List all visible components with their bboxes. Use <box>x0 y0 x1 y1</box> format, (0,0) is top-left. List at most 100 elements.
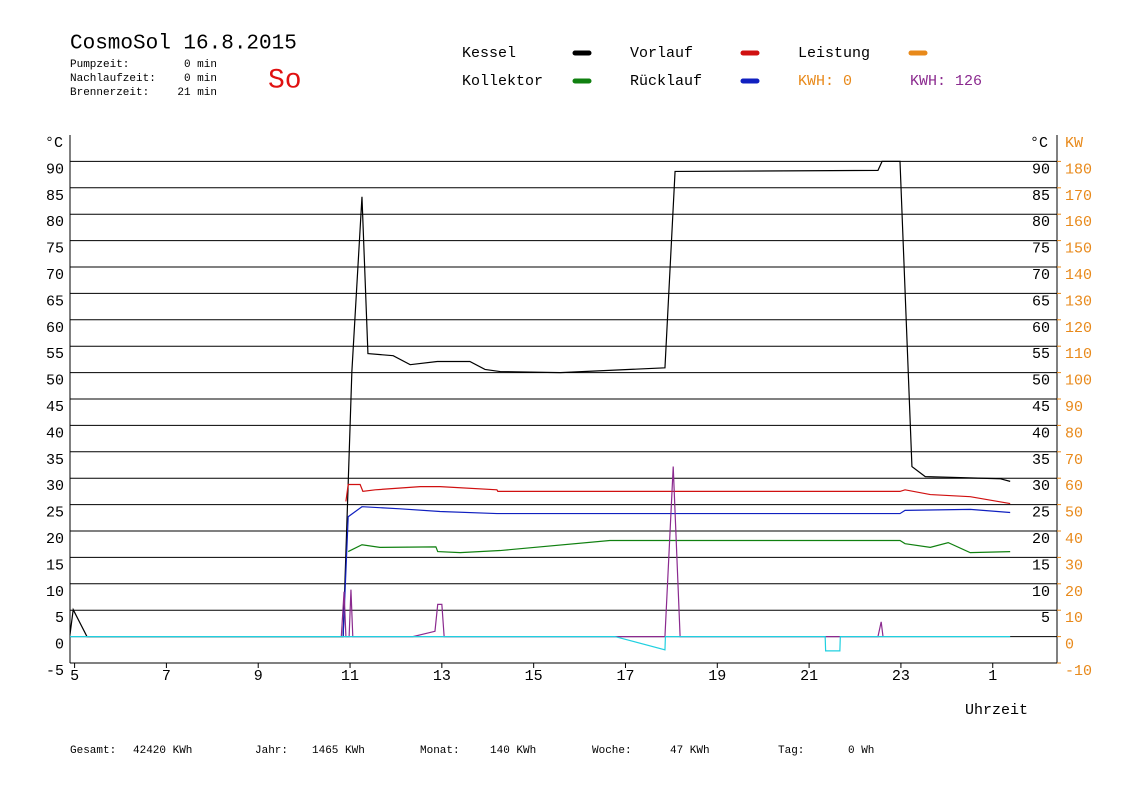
y-tick-label-right: 60 <box>1032 320 1050 337</box>
y-tick-label-right: 35 <box>1032 452 1050 469</box>
y-tick-label: 65 <box>46 293 64 310</box>
y-tick-label: 5 <box>55 610 64 627</box>
y-tick-label-right: 40 <box>1032 425 1050 442</box>
y-tick-label: 45 <box>46 399 64 416</box>
stat-label: Pumpzeit: <box>70 59 129 71</box>
y-tick-label: 90 <box>46 161 64 178</box>
kwh-label: KWH: 126 <box>910 73 982 90</box>
y-tick-label-right: 90 <box>1032 161 1050 178</box>
y-tick-label: 75 <box>46 241 64 258</box>
y2-tick-label: 30 <box>1065 557 1083 574</box>
x-tick-label: 5 <box>70 668 79 685</box>
y2-tick-label: 10 <box>1065 610 1083 627</box>
x-axis-label: Uhrzeit <box>965 702 1028 719</box>
y2-tick-label: 0 <box>1065 637 1074 654</box>
y2-tick-label: 50 <box>1065 505 1083 522</box>
footer-value: 42420 KWh <box>133 745 192 757</box>
y-tick-label: 85 <box>46 188 64 205</box>
y-tick-label-right: 25 <box>1032 505 1050 522</box>
series-line <box>69 160 1011 638</box>
x-tick-label: 17 <box>616 668 634 685</box>
series-line <box>70 636 1011 652</box>
y-tick-label-right: 85 <box>1032 188 1050 205</box>
legend-label: Kessel <box>462 45 516 62</box>
y2-tick-label: 110 <box>1065 346 1092 363</box>
y-tick-label: 20 <box>46 531 64 548</box>
y2-tick-label: 130 <box>1065 293 1092 310</box>
x-tick-label: 1 <box>988 668 997 685</box>
y2-tick-label: 170 <box>1065 188 1092 205</box>
y2-tick-label: 180 <box>1065 161 1092 178</box>
y-tick-label-right: 70 <box>1032 267 1050 284</box>
y2-tick-label: 70 <box>1065 452 1083 469</box>
y-tick-label: 25 <box>46 505 64 522</box>
kwh-label: KWH: 0 <box>798 73 852 90</box>
x-tick-label: 7 <box>162 668 171 685</box>
y2-axis-label: KW <box>1065 135 1083 152</box>
y-tick-label-right: 75 <box>1032 241 1050 258</box>
footer-label: Woche: <box>592 745 632 757</box>
y2-tick-label: 60 <box>1065 478 1083 495</box>
y-tick-label: 80 <box>46 214 64 231</box>
footer-label: Monat: <box>420 745 460 757</box>
y-axis-label-right: °C <box>1030 135 1048 152</box>
y-tick-label: 0 <box>55 637 64 654</box>
y2-tick-label: 140 <box>1065 267 1092 284</box>
stat-label: Brennerzeit: <box>70 87 149 99</box>
footer-value: 0 Wh <box>848 745 874 757</box>
legend-label: Kollektor <box>462 73 543 90</box>
series-line <box>347 539 1011 554</box>
y-tick-label: 40 <box>46 425 64 442</box>
day: So <box>268 65 302 96</box>
y-tick-label-right: 55 <box>1032 346 1050 363</box>
y-tick-label: 10 <box>46 584 64 601</box>
y-tick-label: 55 <box>46 346 64 363</box>
y-tick-label-right: 15 <box>1032 557 1050 574</box>
y2-tick-label: 100 <box>1065 373 1092 390</box>
legend-label: Rücklauf <box>630 73 702 90</box>
x-tick-label: 11 <box>341 668 359 685</box>
y-tick-label: 35 <box>46 452 64 469</box>
footer-label: Gesamt: <box>70 745 116 757</box>
chart-title: CosmoSol 16.8.2015 <box>70 33 297 56</box>
y-tick-label-right: 30 <box>1032 478 1050 495</box>
stat-value: 0 min <box>184 59 217 71</box>
y-tick-label: 70 <box>46 267 64 284</box>
y-tick-label-right: 5 <box>1041 610 1050 627</box>
series-line <box>345 483 1011 505</box>
y-tick-label-right: 45 <box>1032 399 1050 416</box>
stat-value: 21 min <box>177 87 217 99</box>
x-tick-label: 19 <box>708 668 726 685</box>
x-tick-label: 9 <box>254 668 263 685</box>
y-tick-label: 15 <box>46 557 64 574</box>
stat-label: Nachlaufzeit: <box>70 73 156 85</box>
footer-value: 47 KWh <box>670 745 710 757</box>
y2-tick-label: 160 <box>1065 214 1092 231</box>
y-tick-label-right: 65 <box>1032 293 1050 310</box>
y2-tick-label: 120 <box>1065 320 1092 337</box>
x-tick-label: 15 <box>525 668 543 685</box>
footer-value: 140 KWh <box>490 745 536 757</box>
stat-value: 0 min <box>184 73 217 85</box>
footer-value: 1465 KWh <box>312 745 365 757</box>
y2-tick-label: 20 <box>1065 584 1083 601</box>
footer-label: Tag: <box>778 745 804 757</box>
y2-tick-label: 80 <box>1065 425 1083 442</box>
legend-label: Vorlauf <box>630 45 693 62</box>
y-tick-label: 50 <box>46 373 64 390</box>
y-tick-label-right: 20 <box>1032 531 1050 548</box>
x-tick-label: 21 <box>800 668 818 685</box>
y2-tick-label: 150 <box>1065 241 1092 258</box>
y-tick-label-right: 80 <box>1032 214 1050 231</box>
footer-label: Jahr: <box>255 745 288 757</box>
series-line <box>342 506 1011 637</box>
y-tick-label-right: 10 <box>1032 584 1050 601</box>
y2-tick-label: -10 <box>1065 663 1092 680</box>
y2-tick-label: 40 <box>1065 531 1083 548</box>
y-tick-label-right: 50 <box>1032 373 1050 390</box>
y-tick-label: 60 <box>46 320 64 337</box>
x-tick-label: 23 <box>892 668 910 685</box>
y-tick-label: 30 <box>46 478 64 495</box>
y-axis-label: °C <box>45 135 63 152</box>
